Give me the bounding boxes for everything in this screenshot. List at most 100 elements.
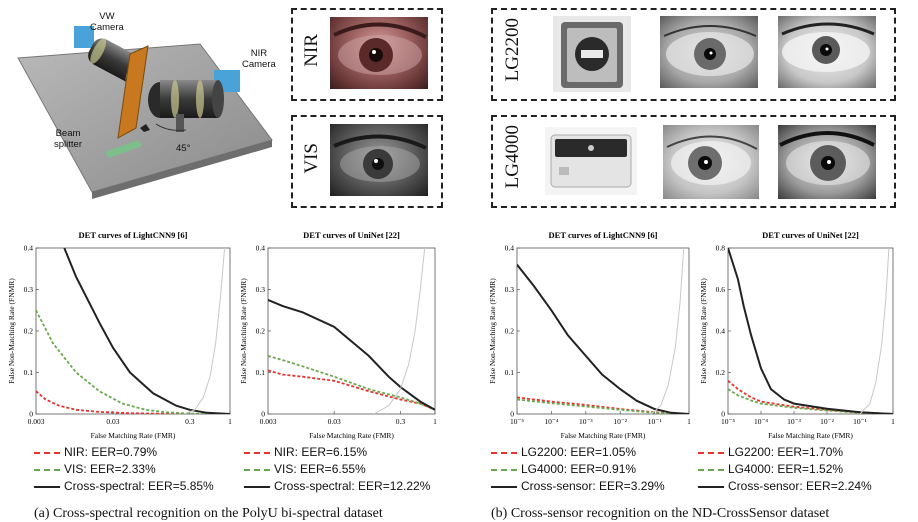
x-tick-label: 10⁻²: [613, 417, 627, 426]
y-tick-label: 0.1: [24, 368, 34, 377]
series-line-red: [36, 390, 230, 414]
x-tick-label: 0.03: [328, 417, 341, 426]
x-tick-label: 1: [891, 417, 895, 426]
y-tick-label: 0: [510, 410, 514, 419]
series-line-green: [268, 355, 435, 411]
y-tick-label: 0.2: [24, 327, 34, 336]
y-tick-label: 0: [29, 410, 33, 419]
legend-swatch-green-dashed: [698, 468, 724, 471]
y-tick-label: 0.3: [256, 285, 266, 294]
legend-item: NIR: EER=0.79%: [34, 444, 214, 461]
reference-curve: [859, 248, 890, 414]
x-tick-label: 10⁻¹: [648, 417, 662, 426]
lg2200-label: LG2200: [502, 18, 523, 82]
caption-b: (b) Cross-sensor recognition on the ND-C…: [491, 506, 830, 521]
y-tick-label: 0.2: [505, 327, 515, 336]
series-line-black: [268, 298, 435, 411]
camera-setup-illustration: VW Camera NIR Camera Beam splitter 45°: [0, 0, 285, 210]
beam-splitter-plate: [117, 45, 149, 139]
y-tick-label: 0.2: [256, 327, 266, 336]
legend-item: NIR: EER=6.15%: [244, 444, 430, 461]
y-tick-label: 0.4: [24, 244, 34, 253]
legend-label: Cross-spectral: EER=5.85%: [64, 479, 214, 493]
plot-frame: [35, 247, 231, 415]
y-axis-label: False Non-Matching Rate (FNMR): [488, 278, 497, 384]
reference-curve: [373, 248, 426, 414]
legend-label: LG4000: EER=0.91%: [521, 462, 637, 476]
chart-title: DET curves of UniNet [22]: [303, 230, 400, 240]
lg4000-sample-box: LG4000: [491, 115, 896, 208]
camera-setup-drawing: [17, 26, 273, 199]
reference-curve: [183, 248, 226, 414]
y-tick-label: 0.3: [24, 285, 34, 294]
y-tick-label: 0.2: [716, 368, 726, 377]
legend-label: Cross-spectral: EER=12.22%: [274, 479, 431, 493]
legend-swatch-red-dashed: [244, 451, 270, 454]
series-line-black: [63, 248, 230, 414]
x-tick-label: 10⁻⁴: [544, 417, 558, 426]
lg4000-label: LG4000: [502, 125, 523, 189]
lg4000-eye-photo-2: [778, 125, 876, 199]
legend-swatch-black-solid: [698, 485, 724, 488]
x-tick-label: 0.003: [28, 417, 45, 426]
legend-swatch-green-dashed: [244, 468, 270, 471]
legend-item: Cross-sensor: EER=3.29%: [491, 478, 665, 495]
legend-swatch-black-solid: [244, 485, 270, 488]
plot-frame: [516, 247, 690, 415]
legend-item: Cross-sensor: EER=2.24%: [698, 478, 872, 495]
legend-label: LG2200: EER=1.05%: [521, 445, 637, 459]
x-tick-label: 0.3: [185, 417, 195, 426]
plot-frame: [727, 247, 894, 415]
y-axis-label: False Non-Matching Rate (FNMR): [7, 278, 16, 384]
x-tick-label: 10⁻⁵: [510, 417, 524, 426]
series-line-green: [728, 388, 893, 414]
beam-splitter-label: Beam splitter: [54, 128, 82, 150]
lg4000-eye-photo-1: [663, 125, 759, 199]
lg2200-sensor-photo: [553, 16, 631, 92]
legend-chart-3: LG2200: EER=1.05% LG4000: EER=0.91% Cros…: [491, 444, 665, 495]
angle-label: 45°: [176, 143, 191, 154]
series-line-green: [36, 309, 230, 414]
legend-swatch-black-solid: [34, 485, 60, 488]
y-axis-label: False Non-Matching Rate (FNMR): [239, 278, 248, 384]
legend-label: VIS: EER=2.33%: [64, 462, 156, 476]
legend-item: VIS: EER=2.33%: [34, 461, 214, 478]
y-tick-label: 0.4: [716, 327, 726, 336]
y-tick-label: 0.3: [505, 285, 515, 294]
legend-swatch-red-dashed: [698, 451, 724, 454]
y-tick-label: 0.1: [505, 368, 515, 377]
y-axis-label: False Non-Matching Rate (FNMR): [699, 278, 708, 384]
legend-item: Cross-spectral: EER=12.22%: [244, 478, 430, 495]
y-tick-label: 0: [261, 410, 265, 419]
legend-item: LG2200: EER=1.70%: [698, 444, 872, 461]
legend-item: LG4000: EER=1.52%: [698, 461, 872, 478]
legend-label: LG2200: EER=1.70%: [728, 445, 844, 459]
lg2200-sample-box: LG2200: [491, 8, 896, 101]
det-chart-lightcnn9-polyu: DET curves of LightCNN9 [6] 0 0.1 0.2 0.3 0.4…: [7, 230, 232, 440]
vw-camera-body: [74, 26, 94, 48]
x-tick-label: 10⁻³: [579, 417, 593, 426]
series-line-red: [728, 380, 893, 414]
legend-item: LG2200: EER=1.05%: [491, 444, 665, 461]
vis-label: VIS: [301, 143, 322, 174]
vis-eye-photo: [330, 124, 428, 196]
legend-label: LG4000: EER=1.52%: [728, 462, 844, 476]
vis-sample-box: VIS: [291, 115, 443, 208]
legend-label: Cross-sensor: EER=3.29%: [521, 479, 665, 493]
legend-item: LG4000: EER=0.91%: [491, 461, 665, 478]
series-line-black: [728, 248, 893, 414]
x-tick-label: 1: [687, 417, 691, 426]
x-tick-label: 0.003: [260, 417, 277, 426]
x-tick-label: 10⁻⁵: [721, 417, 735, 426]
x-axis-label: False Matching Rate (FMR): [768, 431, 853, 440]
nir-eye-photo: [330, 17, 428, 89]
legend-label: NIR: EER=6.15%: [274, 445, 368, 459]
chart-title: DET curves of UniNet [22]: [762, 230, 859, 240]
reference-curve: [650, 248, 685, 414]
legend-chart-1: NIR: EER=0.79% VIS: EER=2.33% Cross-spec…: [34, 444, 214, 495]
det-chart-uninet-polyu: DET curves of UniNet [22] 0 0.1 0.2 0.3 0.4 0.…: [239, 230, 437, 440]
x-axis-label: False Matching Rate (FMR): [561, 431, 646, 440]
x-tick-label: 10⁻³: [787, 417, 801, 426]
y-tick-label: 0.4: [505, 244, 515, 253]
chart-title: DET curves of LightCNN9 [6]: [549, 230, 658, 240]
